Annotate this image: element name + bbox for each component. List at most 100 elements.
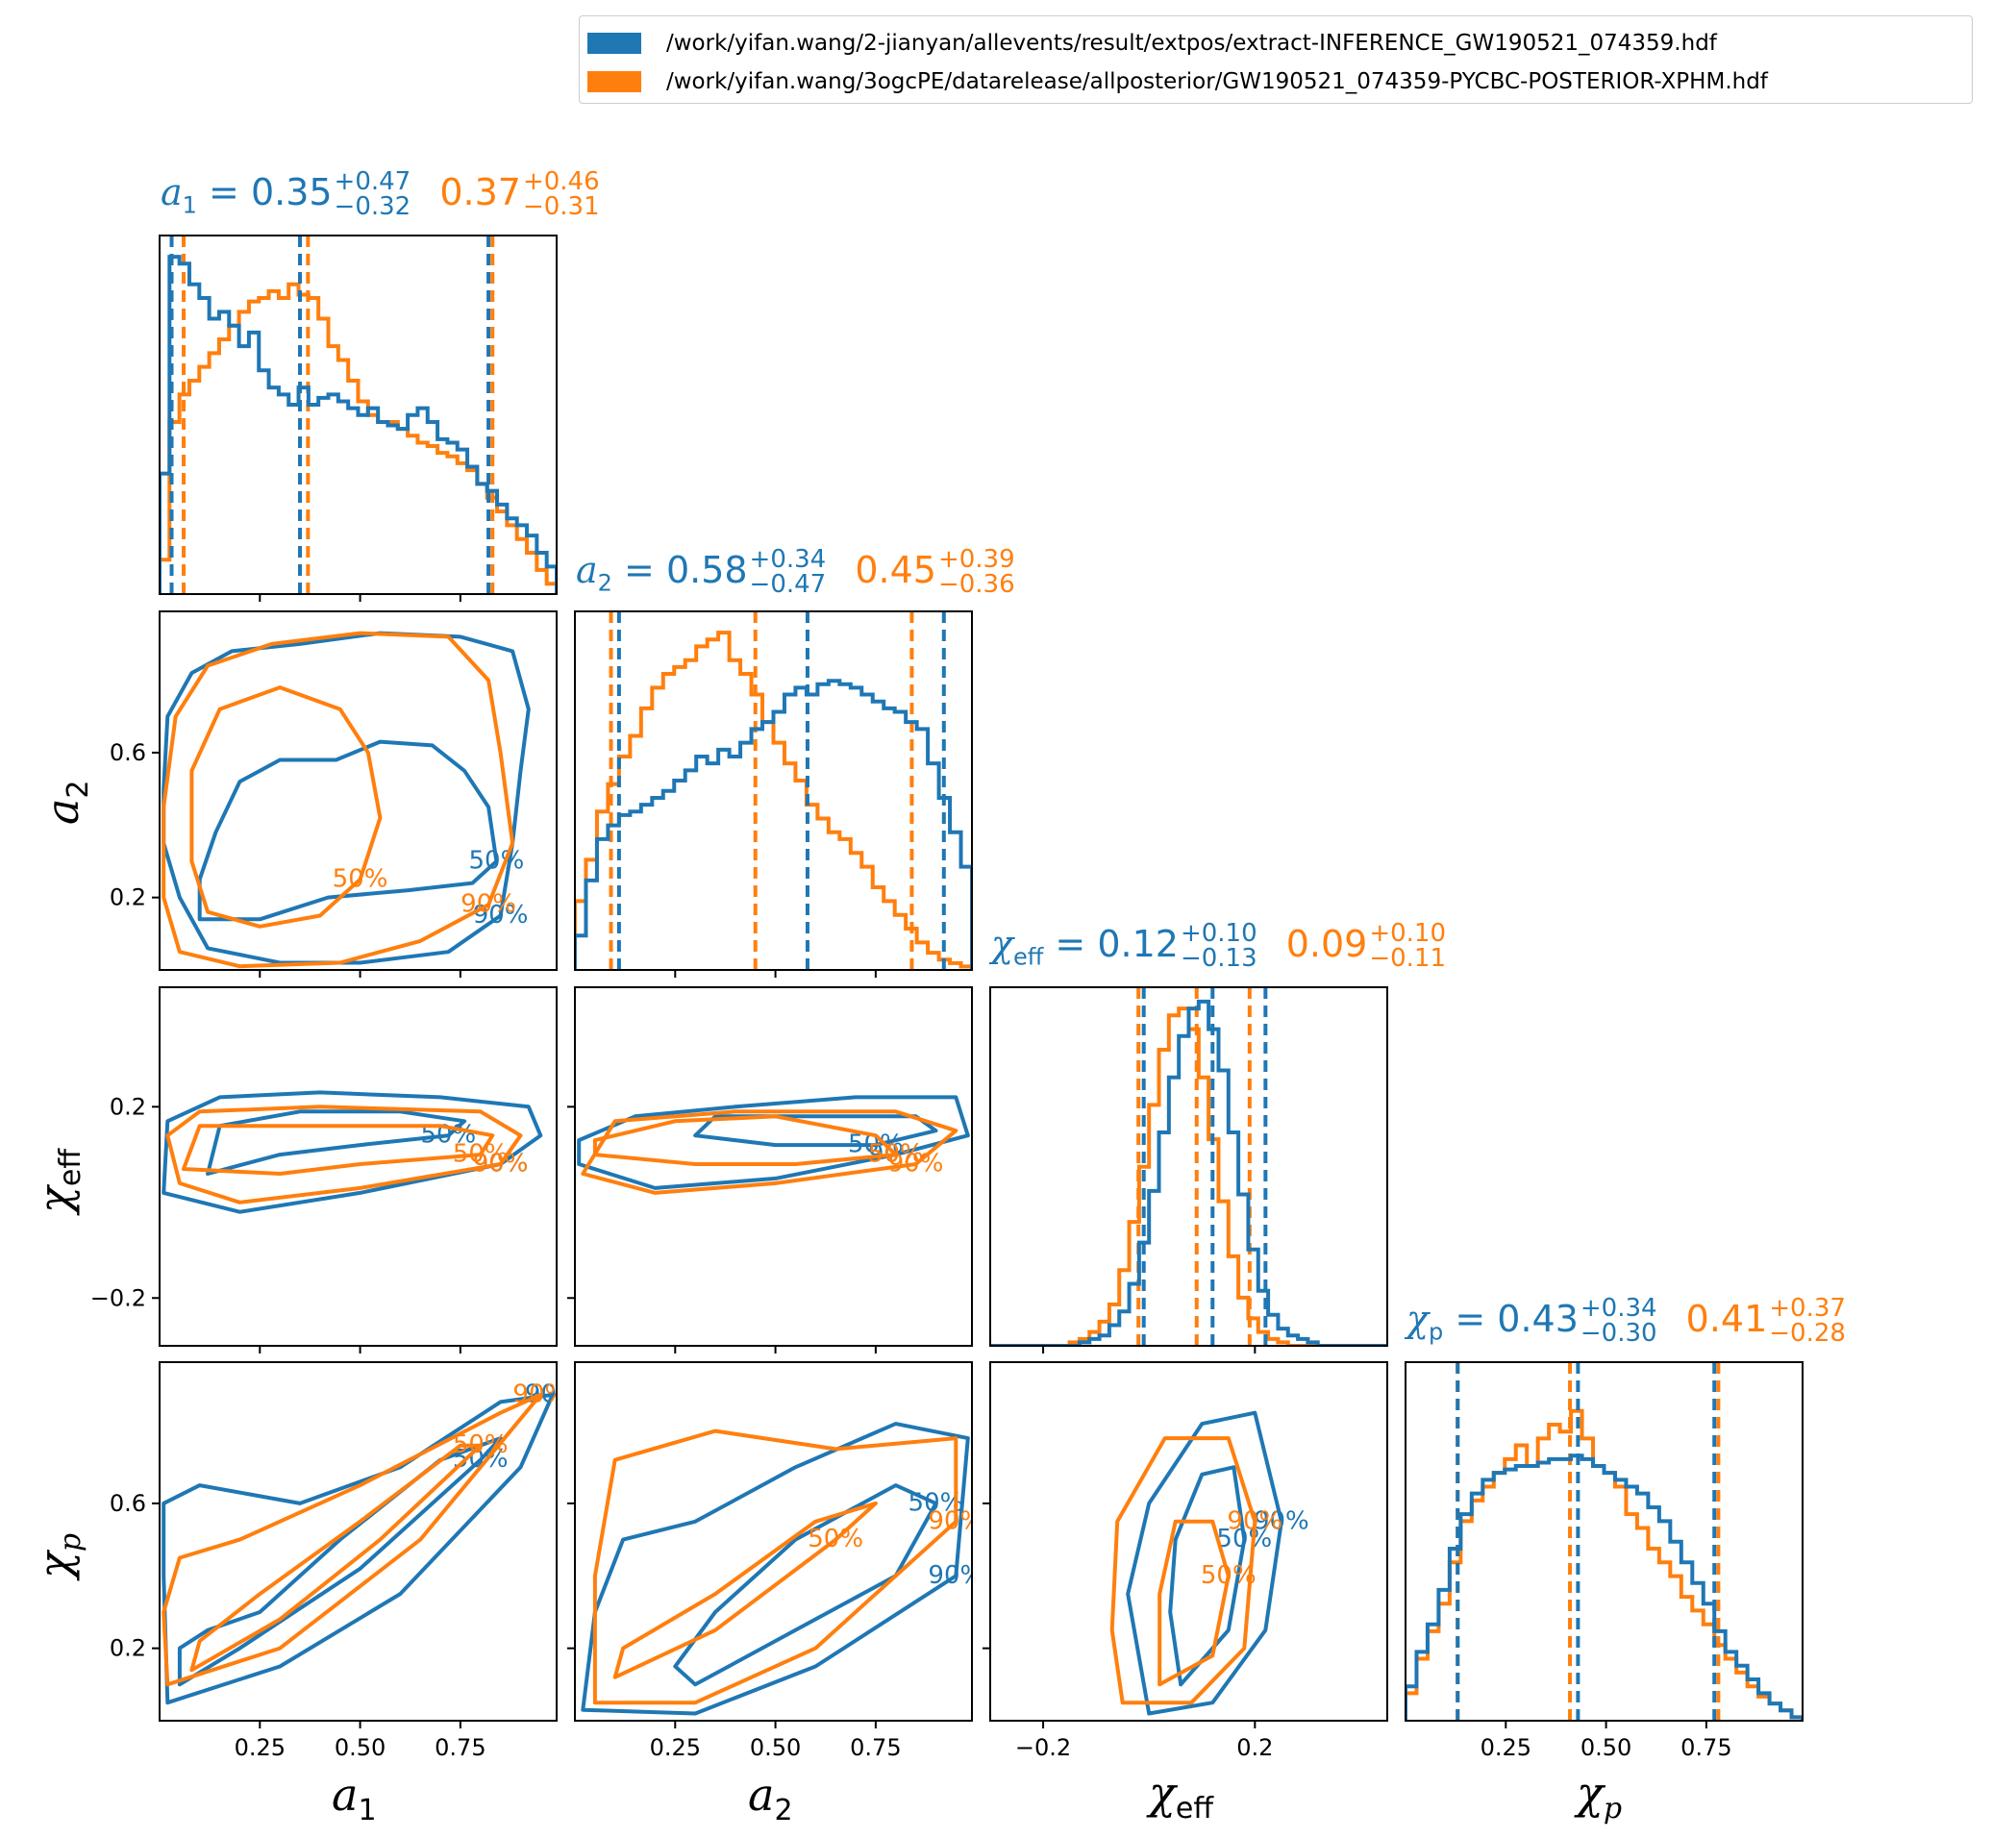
panel-content <box>990 987 1387 1346</box>
panel-r1-c1 <box>574 610 973 978</box>
panel-frame <box>574 1361 973 1722</box>
title-chi-eff: χeff = 0.12 +0.10 −0.13 0.09 +0.10 −0.11 <box>991 919 1447 973</box>
contour-orange-50% <box>189 1443 483 1673</box>
contour-blue-90% <box>577 1095 970 1190</box>
panel-r3-c3: 0.25 0.50 0.75 <box>1405 1361 1804 1761</box>
panel-frame <box>989 986 1388 1347</box>
title-a2: a2 = 0.58 +0.34 −0.47 0.45 +0.39 −0.36 <box>576 545 1015 599</box>
contour-orange-90% <box>1109 1436 1257 1705</box>
contour-orange-50% <box>1157 1519 1231 1687</box>
contour-orange-50% <box>592 1114 898 1166</box>
contour-orange-90% <box>162 1392 543 1687</box>
contour-label-orange: 50% <box>333 864 388 893</box>
y-tick-label: −0.2 <box>90 1284 146 1311</box>
x-tick-label: 0.50 <box>750 1734 801 1761</box>
y-axis-label-chi-eff: χeff <box>29 1148 88 1213</box>
y-tick-label: 0.6 <box>110 739 146 766</box>
legend-swatch-blue <box>587 33 641 54</box>
contour-blue-50% <box>673 1483 938 1687</box>
x-axis-label-chi-p: χp <box>1577 1767 1623 1826</box>
contour-label-orange: 90% <box>928 1506 983 1535</box>
contour-blue-50% <box>1168 1465 1247 1687</box>
contour-label-blue: 90% <box>473 901 529 930</box>
histogram-orange-a_2 <box>575 631 972 970</box>
legend-swatch-orange <box>587 71 641 92</box>
panel-content <box>1406 1362 1803 1721</box>
contour-label-orange: 90% <box>473 1150 529 1179</box>
contour-blue-50% <box>693 1114 938 1148</box>
contour-blue-50% <box>206 1109 467 1176</box>
contour-label-blue: 90% <box>1254 1506 1309 1535</box>
contour-blue-90% <box>1126 1410 1283 1716</box>
panel-content <box>575 611 972 970</box>
histogram-blue-a_2 <box>575 679 972 970</box>
histogram-orange-a_1 <box>160 282 557 594</box>
panel-content: 50%90%50%90% <box>162 631 531 969</box>
legend-entry-blue: /work/yifan.wang/2-jianyan/allevents/res… <box>587 29 1717 58</box>
panel-frame <box>159 1361 558 1722</box>
x-tick-label: 0.50 <box>335 1734 386 1761</box>
panel-frame <box>159 610 558 971</box>
x-tick-label: 0.2 <box>1236 1734 1273 1761</box>
contour-orange-90% <box>592 1428 958 1705</box>
panel-frame <box>574 610 973 971</box>
contour-blue-90% <box>162 1090 543 1214</box>
y-tick-label: 0.2 <box>110 1635 146 1662</box>
x-tick-label: 0.75 <box>435 1734 485 1761</box>
contour-label-blue: 90% <box>928 1561 983 1590</box>
contour-orange-90% <box>581 1109 958 1195</box>
panel-content: 50%90%50%90% <box>162 1379 568 1705</box>
panel-r3-c1: 50%90%50%90%0.25 0.50 0.75 <box>567 1361 983 1761</box>
contour-blue-90% <box>581 1422 970 1716</box>
panel-frame <box>574 986 973 1347</box>
panel-content: 50%90%50%90% <box>1109 1410 1309 1716</box>
panel-r3-c2: 50%90%50%90% −0.2 0.2 <box>983 1361 1388 1761</box>
panel-r2-c2 <box>989 986 1388 1354</box>
legend-label-orange: /work/yifan.wang/3ogcPE/datarelease/allp… <box>666 69 1768 94</box>
panel-r2-c1: 50%90%50%90% <box>567 986 973 1354</box>
y-axis-label-a2: a2 <box>37 780 96 825</box>
contour-label-orange: 90% <box>460 890 516 919</box>
x-axis-label-chi-eff: χeff <box>1149 1767 1214 1826</box>
contour-label-orange: 90% <box>888 1150 944 1179</box>
contour-orange-50% <box>612 1501 878 1679</box>
contour-label-orange: 90% <box>1227 1506 1282 1535</box>
x-tick-label: 0.75 <box>1680 1734 1731 1761</box>
x-tick-label: 0.25 <box>1481 1734 1531 1761</box>
x-tick-label: −0.2 <box>1015 1734 1071 1761</box>
panel-frame <box>989 1361 1388 1722</box>
contour-label-orange: 90% <box>512 1379 568 1408</box>
histogram-orange-chi_p <box>1406 1408 1803 1721</box>
x-tick-label: 0.25 <box>650 1734 701 1761</box>
histogram-orange-chi_eff <box>990 1006 1387 1346</box>
x-tick-label: 0.25 <box>235 1734 286 1761</box>
histogram-blue-chi_p <box>1406 1453 1803 1721</box>
histogram-blue-chi_eff <box>990 999 1387 1346</box>
panel-content: 50%90%50%90% <box>577 1095 970 1195</box>
contour-orange-50% <box>189 685 383 929</box>
title-a1: a1 = 0.35 +0.47 −0.32 0.37 +0.46 −0.31 <box>161 167 600 221</box>
legend-entry-orange: /work/yifan.wang/3ogcPE/datarelease/allp… <box>587 67 1768 96</box>
panel-frame <box>1405 1361 1804 1722</box>
contour-label-orange: 50% <box>808 1525 863 1553</box>
contour-blue-50% <box>197 739 499 922</box>
panel-frame <box>159 986 558 1347</box>
panel-r1-c0: 50% 90% 50% 90% 0.2 0.6 <box>110 610 558 978</box>
y-tick-label: 0.6 <box>110 1490 146 1517</box>
x-axis-label-a1: a1 <box>332 1769 377 1828</box>
contour-blue-90% <box>162 1392 555 1705</box>
panel-frame <box>159 235 558 595</box>
histogram-blue-a_1 <box>160 255 557 594</box>
panel-content <box>160 236 557 594</box>
legend: /work/yifan.wang/2-jianyan/allevents/res… <box>579 15 1973 104</box>
contour-blue-90% <box>162 631 531 965</box>
x-tick-label: 0.50 <box>1580 1734 1631 1761</box>
contour-orange-90% <box>165 1105 523 1205</box>
contour-orange-50% <box>182 1124 495 1176</box>
y-tick-label: 0.2 <box>110 1093 146 1120</box>
panel-content: 50%90%50%90% <box>581 1422 983 1716</box>
y-axis-label-chi-p: χp <box>29 1532 88 1578</box>
panel-r0-c0 <box>159 235 558 602</box>
legend-label-blue: /work/yifan.wang/2-jianyan/allevents/res… <box>666 31 1717 56</box>
